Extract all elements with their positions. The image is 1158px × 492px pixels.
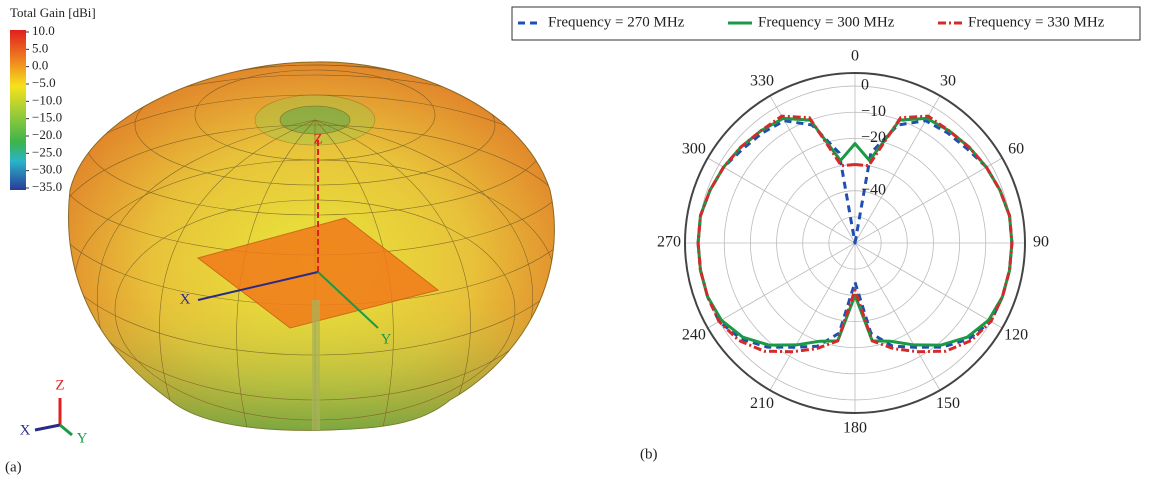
series-line [696,114,1014,354]
grid-spoke [769,95,856,244]
r-tick-label: −20 [861,129,886,146]
legend-label: Frequency = 330 MHz [968,14,1105,30]
axis-label: Z [55,377,64,393]
panel-label: (a) [5,459,22,475]
axis-label: Z [313,131,322,147]
angle-tick-label: 270 [657,234,681,251]
angle-tick-label: 240 [682,327,706,344]
r-tick-label: 0 [861,77,869,94]
grid-spoke [854,242,1003,329]
colorbar-title: Total Gain [dBi] [10,5,96,20]
angle-tick-label: 30 [940,73,956,90]
polar-frame [684,72,1026,414]
colorbar-tick-label: −30.0 [32,162,62,177]
angle-tick-label: 300 [682,141,706,158]
angle-tick-label: 0 [851,48,859,65]
grid-spoke [707,157,856,244]
angle-tick-label: 150 [936,395,960,412]
legend-label: Frequency = 270 MHz [548,14,685,30]
panel-label: (b) [640,446,658,462]
angle-tick-label: 90 [1033,234,1049,251]
angle-tick-label: 210 [750,395,774,412]
angle-tick-label: 330 [750,73,774,90]
r-tick-label: −10 [861,103,886,120]
axis-label: Y [381,331,392,347]
colorbar-tick-label: −20.0 [32,127,62,142]
grid-spoke [854,157,1003,244]
angle-tick-label: 180 [843,420,867,437]
grid-spoke [769,242,856,391]
grid-spoke [707,242,856,329]
colorbar-tick-label: −25.0 [32,144,62,159]
colorbar-tick-label: −15.0 [32,110,62,125]
angle-tick-label: 60 [1008,141,1024,158]
axis-label: Y [77,430,88,446]
legend [511,6,1141,41]
axis-label: X [180,291,191,307]
colorbar-tick-label: 5.0 [32,40,48,55]
colorbar-tick-label: −5.0 [32,75,56,90]
colorbar [10,30,26,190]
legend-label: Frequency = 300 MHz [758,14,895,30]
colorbar-tick-label: −35.0 [32,179,62,194]
axis-label: X [20,422,31,438]
r-tick-label: −40 [861,181,886,198]
angle-tick-label: 120 [1004,327,1028,344]
colorbar-tick-label: 10.0 [32,23,55,38]
colorbar-tick-label: 0.0 [32,58,48,73]
colorbar-tick-label: −10.0 [32,92,62,107]
radiation-3d: Z X Y Z X Y [20,61,555,446]
grid-spoke [854,242,941,391]
